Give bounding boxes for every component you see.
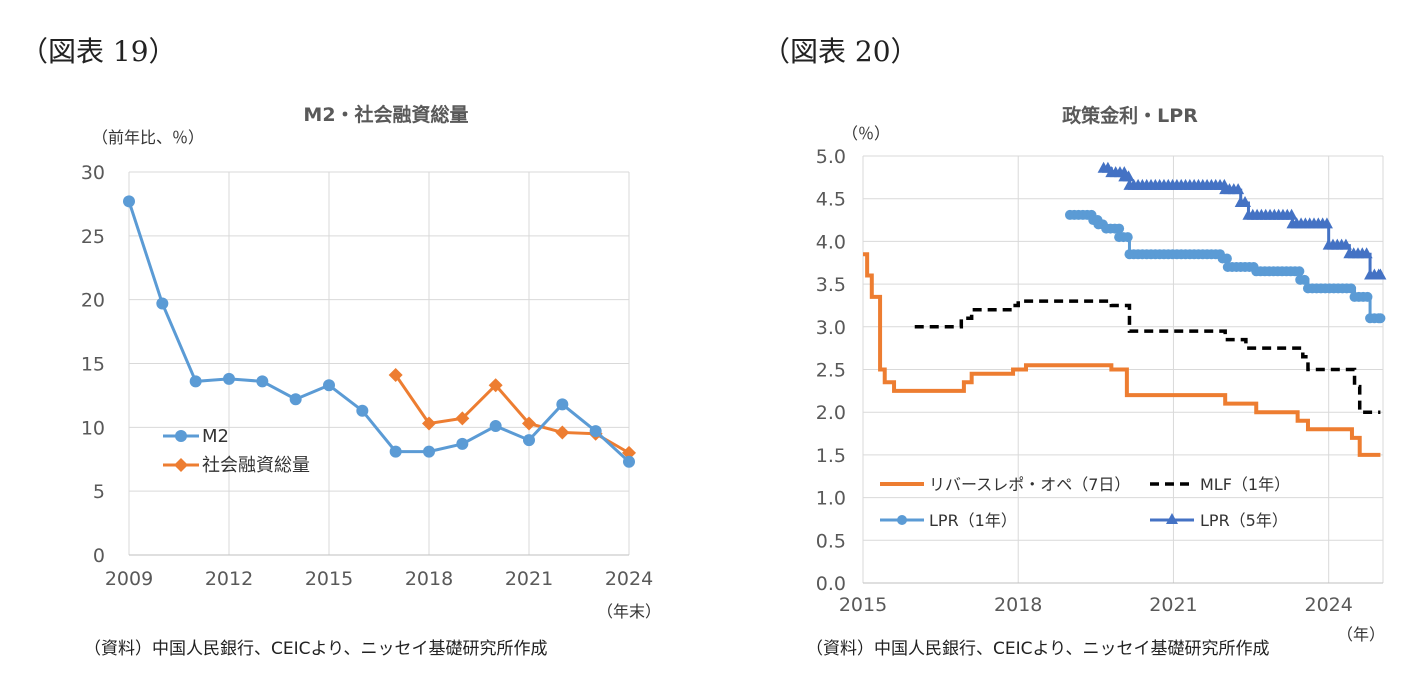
m2-series-point xyxy=(256,375,269,388)
lpr1-point xyxy=(1122,232,1133,243)
lpr1-point xyxy=(1114,223,1125,234)
chart2-y-tick-label: 2.0 xyxy=(816,402,846,424)
source-note-20: （資料）中国人民銀行、CEICより、ニッセイ基礎研究所作成 xyxy=(806,639,1270,659)
lpr1-point xyxy=(1221,253,1232,264)
rrp-series-line xyxy=(863,252,1381,457)
lpr5-point xyxy=(1122,170,1135,182)
lpr5-point xyxy=(1339,238,1352,250)
tsf-series-point xyxy=(388,367,403,382)
chart2-x-tick-label: 2015 xyxy=(839,594,887,616)
chart2-ylabel: （％） xyxy=(842,124,890,143)
chart1-x-tick-label: 2009 xyxy=(105,568,153,590)
lpr1-point xyxy=(1294,266,1305,277)
figure-19-label: （図表 19） xyxy=(20,35,177,68)
tsf-series-line xyxy=(394,374,630,455)
chart2-y-tick-label: 3.0 xyxy=(816,317,846,339)
chart1-x-tick-label: 2015 xyxy=(305,568,353,590)
m2-series-point xyxy=(323,379,335,392)
chart2-y-tick-label: 4.5 xyxy=(816,189,846,211)
legend-m2-label: M2 xyxy=(202,426,229,447)
lpr5-point xyxy=(1239,195,1252,207)
lpr5-point xyxy=(1374,268,1387,280)
lpr1-point xyxy=(1362,291,1373,302)
legend-lpr1-label: LPR（1年） xyxy=(929,511,1017,530)
m2-series-point xyxy=(289,393,302,406)
chart2-xlabel: （年） xyxy=(1337,625,1385,644)
m2-series-point xyxy=(189,375,202,388)
m2-series-point xyxy=(123,195,135,208)
legend-tsf-label: 社会融資総量 xyxy=(202,455,310,476)
legend-tsf-marker xyxy=(174,458,188,472)
lpr5-point xyxy=(1320,217,1333,229)
chart1-y-tick-label: 15 xyxy=(81,354,105,376)
tsf-series-point xyxy=(555,425,570,440)
legend-mlf-label: MLF（1年） xyxy=(1200,475,1290,494)
lpr1-point xyxy=(1299,274,1310,285)
source-note-19: （資料）中国人民銀行、CEICより、ニッセイ基礎研究所作成 xyxy=(84,639,548,659)
chart2-x-tick-label: 2024 xyxy=(1304,594,1352,616)
chart1-ylabel: （前年比、％） xyxy=(92,128,204,147)
chart1-x-tick-label: 2021 xyxy=(505,568,553,590)
m2-series-point xyxy=(456,437,469,450)
chart2-y-tick-label: 3.5 xyxy=(816,274,846,296)
m2-series-point xyxy=(623,455,635,468)
legend-lpr5-label: LPR（5年） xyxy=(1200,511,1288,530)
tsf-series-point xyxy=(488,378,503,393)
chart2-y-tick-label: 4.0 xyxy=(816,231,846,253)
m2-series-line xyxy=(127,200,631,463)
chart2-y-tick-label: 2.5 xyxy=(816,360,846,382)
m2-series-point xyxy=(156,297,169,310)
tsf-series-point xyxy=(622,445,636,460)
chart2-y-tick-label: 5.0 xyxy=(816,146,846,168)
chart1-x-tick-label: 2024 xyxy=(605,568,653,590)
legend-m2-marker xyxy=(175,430,187,442)
m2-series-point xyxy=(489,420,502,433)
m2-series-point xyxy=(556,398,569,411)
chart1-y-tick-label: 30 xyxy=(81,162,105,184)
chart1-xlabel: （年末） xyxy=(597,602,661,621)
chart1-y-tick-label: 10 xyxy=(81,417,105,439)
chart1-y-tick-label: 0 xyxy=(93,545,105,567)
lpr5-point xyxy=(1285,208,1298,220)
tsf-series-point xyxy=(455,411,470,426)
m2-series-point xyxy=(523,434,535,447)
chart2-x-tick-label: 2018 xyxy=(994,594,1042,616)
chart1-y-tick-label: 5 xyxy=(93,481,105,503)
tsf-series-point xyxy=(522,416,536,431)
lpr5-point xyxy=(1360,247,1373,259)
legend-lpr5-marker xyxy=(1166,513,1178,524)
m2-series-point xyxy=(223,372,235,385)
m2-series-point xyxy=(589,425,602,438)
m2-series-point xyxy=(356,404,369,417)
chart2-title: 政策金利・LPR xyxy=(1062,104,1198,127)
chart2-y-tick-label: 0.0 xyxy=(816,573,846,595)
chart2-y-tick-label: 0.5 xyxy=(816,530,846,552)
lpr5-point xyxy=(1232,183,1245,195)
legend-lpr1-marker xyxy=(897,515,907,525)
chart1-y-tick-label: 25 xyxy=(81,226,105,248)
chart1-y-tick-label: 20 xyxy=(81,290,105,312)
chart2-y-tick-label: 1.0 xyxy=(816,488,846,510)
chart2-y-tick-label: 1.5 xyxy=(816,445,846,467)
chart2-x-tick-label: 2021 xyxy=(1149,594,1197,616)
tsf-series-point xyxy=(422,416,436,431)
lpr1-point xyxy=(1375,313,1386,324)
chart1-x-tick-label: 2018 xyxy=(405,568,453,590)
lpr1-point xyxy=(1346,283,1357,294)
m2-series-point xyxy=(423,445,435,458)
legend-rrp-label: リバースレポ・オペ（7日） xyxy=(929,475,1130,494)
figure-20-label: （図表 20） xyxy=(762,35,919,68)
chart1-x-tick-label: 2012 xyxy=(205,568,253,590)
m2-series-point xyxy=(389,445,402,458)
chart1-title: M2・社会融資総量 xyxy=(303,103,468,126)
mlf-series-line xyxy=(914,299,1381,414)
